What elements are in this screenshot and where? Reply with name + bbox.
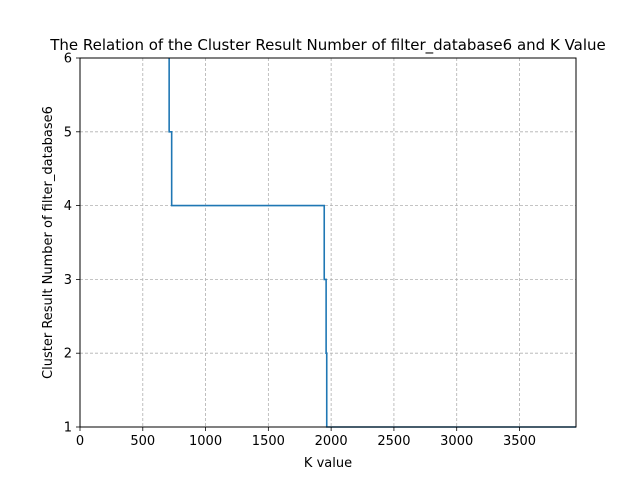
x-tick-label: 0 [76, 434, 84, 449]
x-tick-label: 500 [130, 434, 155, 449]
x-axis-label: K value [304, 456, 352, 471]
x-tick-label: 1500 [252, 434, 285, 449]
x-tick-label: 2000 [315, 434, 348, 449]
grid [79, 57, 576, 428]
y-tick-label: 2 [64, 347, 72, 362]
series-layer [168, 58, 576, 428]
chart-title: The Relation of the Cluster Result Numbe… [49, 36, 606, 55]
y-axis-label: Cluster Result Number of filter_database… [41, 106, 56, 379]
series-line [168, 58, 576, 428]
ticks: 0 500 1000 1500 2000 2500 3000 3500 1 2 3 4 5 6 [64, 52, 536, 450]
x-tick-label: 3500 [503, 434, 536, 449]
x-tick-label: 3000 [440, 434, 473, 449]
x-tick-label: 2500 [377, 434, 410, 449]
axes-frame [79, 57, 577, 428]
y-tick-label: 4 [64, 199, 72, 214]
y-tick-label: 1 [64, 421, 72, 436]
x-tick-label: 1000 [189, 434, 222, 449]
y-tick-label: 5 [64, 125, 72, 140]
y-tick-label: 6 [64, 52, 72, 67]
y-tick-label: 3 [64, 273, 72, 288]
